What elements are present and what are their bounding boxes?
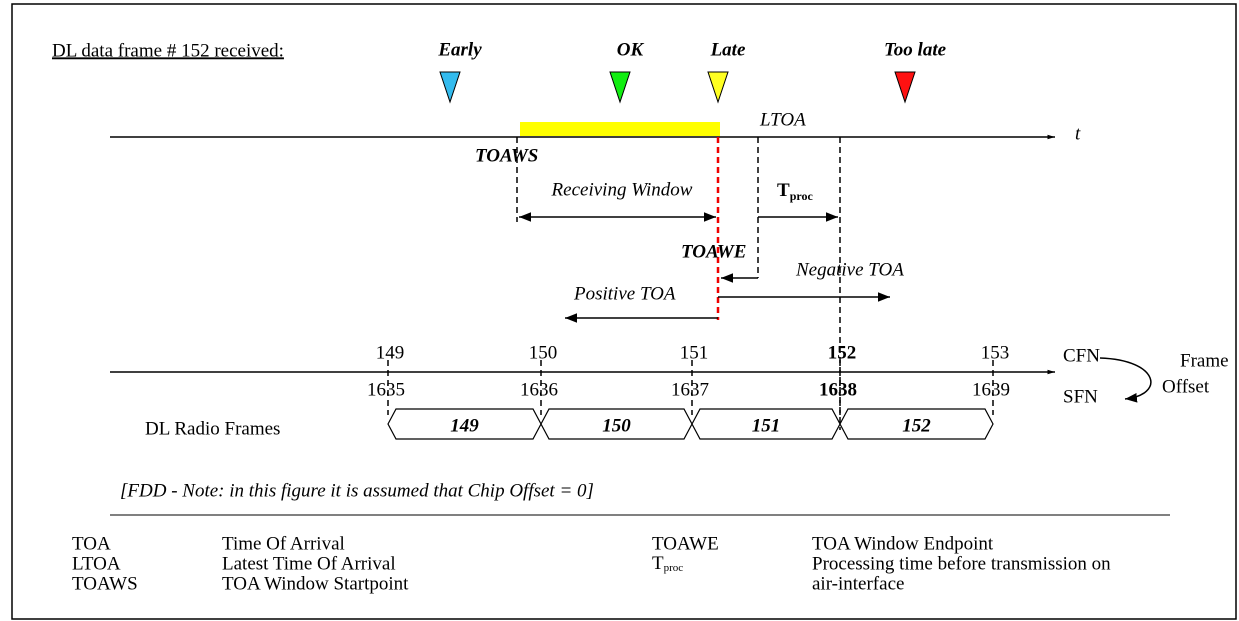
cfn-tick-label: 149 xyxy=(376,342,405,363)
legend-term: TOAWE xyxy=(652,533,719,554)
marker-triangle xyxy=(439,71,461,104)
tproc-label: Tproc xyxy=(777,180,813,202)
radio-frame-label: 151 xyxy=(752,415,781,436)
note: [FDD - Note: in this figure it is assume… xyxy=(120,480,594,501)
radio-frame-label: 152 xyxy=(902,415,931,436)
cfn-tick-label: 151 xyxy=(680,342,709,363)
tproc-main: T xyxy=(777,180,790,201)
sfn-tick-label: 1638 xyxy=(819,379,857,400)
sfn-tick-label: 1639 xyxy=(972,379,1010,400)
toaws-label: TOAWS xyxy=(475,145,538,166)
cfn-tick-label: 150 xyxy=(529,342,558,363)
legend-definition: TOA Window Startpoint xyxy=(222,573,409,594)
title: DL data frame # 152 received: xyxy=(52,40,284,61)
legend-definition: air-interface xyxy=(812,573,904,594)
negative-toa-label: Negative TOA xyxy=(795,259,904,280)
cfn-tick-label: 153 xyxy=(981,342,1010,363)
legend-definition: Latest Time Of Arrival xyxy=(222,553,396,574)
legend-term: LTOA xyxy=(72,553,121,574)
marker-triangle xyxy=(707,71,729,104)
receiving-window-bar xyxy=(520,122,720,136)
frame-offset-label: Offset xyxy=(1162,376,1210,397)
marker-triangle xyxy=(894,71,916,104)
legend-term: TOAWS xyxy=(72,573,138,594)
marker-label: Late xyxy=(710,39,746,60)
sfn-tick-label: 1637 xyxy=(671,379,709,400)
frame-offset-arrow xyxy=(1099,357,1152,403)
legend-definition: TOA Window Endpoint xyxy=(812,533,994,554)
frame-offset-label: Frame xyxy=(1180,350,1229,371)
marker-triangle xyxy=(609,71,631,104)
marker-label: OK xyxy=(617,39,645,60)
positive-toa-label: Positive TOA xyxy=(573,283,676,304)
sfn-label: SFN xyxy=(1063,386,1098,407)
marker-label: Too late xyxy=(884,39,947,60)
sfn-tick-label: 1635 xyxy=(367,379,405,400)
ltoa-label: LTOA xyxy=(759,109,806,130)
sfn-tick-label: 1636 xyxy=(520,379,558,400)
legend-term-sub: proc xyxy=(664,562,684,574)
cfn-tick-label: 152 xyxy=(828,342,857,363)
radio-frame xyxy=(839,408,994,440)
radio-frames-label: DL Radio Frames xyxy=(145,418,280,439)
legend-definition: Processing time before transmission on xyxy=(812,553,1111,574)
legend-definition: Time Of Arrival xyxy=(222,533,345,554)
cfn-label: CFN xyxy=(1063,345,1100,366)
marker-label: Early xyxy=(437,39,482,60)
radio-frame-label: 149 xyxy=(450,415,479,436)
radio-frame-label: 150 xyxy=(602,415,631,436)
receiving-window-label: Receiving Window xyxy=(551,179,693,200)
legend-term-main: T xyxy=(652,553,664,574)
legend-term: TOA xyxy=(72,533,111,554)
legend-term: Tproc xyxy=(652,553,683,574)
axis-label: t xyxy=(1075,123,1081,144)
toawe-label: TOAWE xyxy=(681,241,746,262)
frame-border xyxy=(11,3,1237,620)
tproc-sub: proc xyxy=(790,189,814,203)
